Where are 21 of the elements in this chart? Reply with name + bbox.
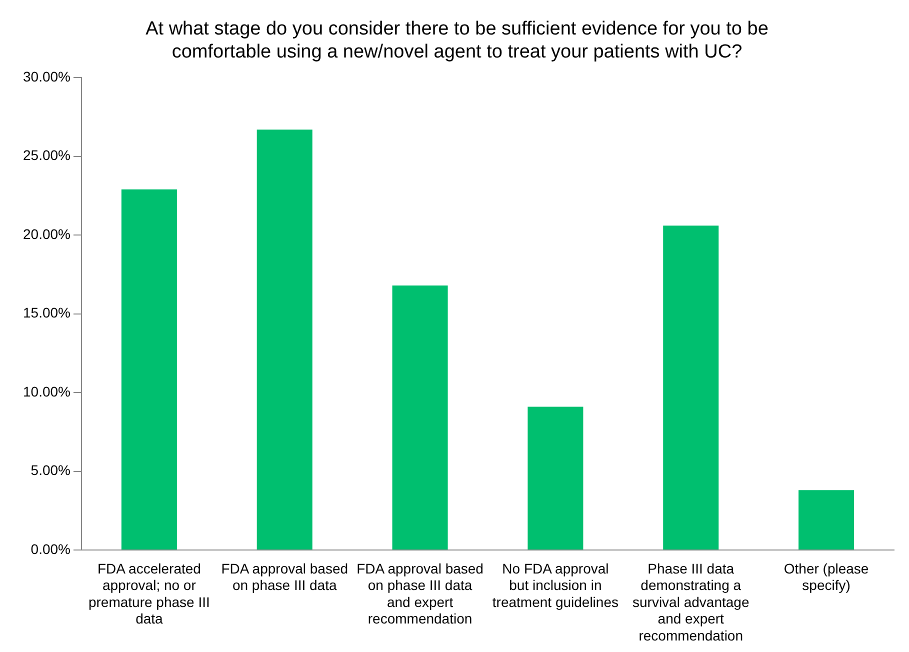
y-tick-label: 25.00% [23, 147, 70, 164]
text: At what stage do you consider there to be sufficient evidence for you to be [146, 18, 768, 40]
bar [256, 130, 312, 550]
bar [392, 285, 448, 550]
y-tick-label: 0.00% [30, 540, 70, 557]
bar [663, 226, 719, 550]
bar [798, 490, 854, 550]
text: comfortable using a new/novel agent to treat your patients with UC? [172, 41, 742, 62]
y-tick-label: 5.00% [30, 462, 70, 478]
x-tick-label: FDA accelerated approval; no or premature phase III data [88, 560, 210, 627]
x-tick-label: FDA approval based on phase III data and expert recommendation [356, 560, 484, 627]
y-tick-label: 20.00% [23, 226, 70, 242]
y-tick-label: 15.00% [23, 304, 70, 321]
bar [121, 189, 177, 550]
y-tick-label: 10.00% [23, 383, 70, 400]
x-tick-label: Phase III data demonstrating a survival advantage and expert recommendation [632, 560, 750, 644]
bar [528, 406, 584, 550]
y-tick-label: 30.00% [23, 68, 70, 84]
x-tick-label: FDA approval based on phase III data [221, 560, 348, 594]
x-tick-label: Other (please specify) [784, 560, 869, 594]
x-tick-label: No FDA approval but inclusion in treatment guidelines [492, 560, 618, 610]
